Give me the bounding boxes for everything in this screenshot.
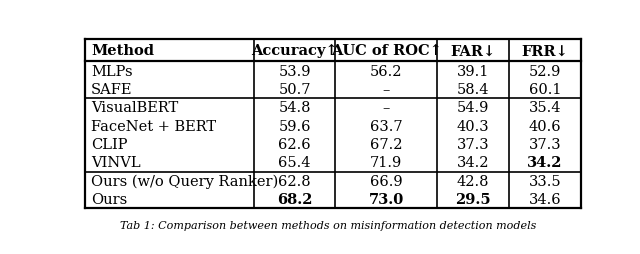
Text: MLPs: MLPs — [91, 64, 132, 78]
Text: 73.0: 73.0 — [369, 192, 404, 206]
Text: 37.3: 37.3 — [457, 137, 490, 151]
Text: 56.2: 56.2 — [370, 64, 403, 78]
Text: 63.7: 63.7 — [370, 119, 403, 133]
Text: 34.6: 34.6 — [529, 192, 561, 206]
Text: 66.9: 66.9 — [370, 174, 403, 188]
Text: Tab 1: Comparison between methods on misinformation detection models: Tab 1: Comparison between methods on mis… — [120, 220, 536, 230]
Text: 39.1: 39.1 — [457, 64, 489, 78]
Text: 29.5: 29.5 — [455, 192, 491, 206]
Text: 40.6: 40.6 — [529, 119, 561, 133]
Text: 33.5: 33.5 — [529, 174, 561, 188]
Text: 58.4: 58.4 — [457, 83, 490, 97]
Text: 34.2: 34.2 — [527, 156, 563, 170]
Text: 53.9: 53.9 — [278, 64, 311, 78]
Text: 52.9: 52.9 — [529, 64, 561, 78]
Text: 71.9: 71.9 — [370, 156, 403, 170]
Text: FaceNet + BERT: FaceNet + BERT — [91, 119, 216, 133]
Text: 65.4: 65.4 — [278, 156, 311, 170]
Text: 40.3: 40.3 — [457, 119, 490, 133]
Text: VINVL: VINVL — [91, 156, 141, 170]
Text: 34.2: 34.2 — [457, 156, 490, 170]
Text: 60.1: 60.1 — [529, 83, 561, 97]
Text: Ours: Ours — [91, 192, 127, 206]
Text: Accuracy↑: Accuracy↑ — [252, 44, 338, 58]
Text: 37.3: 37.3 — [529, 137, 561, 151]
Text: 50.7: 50.7 — [278, 83, 311, 97]
Text: 54.8: 54.8 — [278, 101, 311, 115]
Text: CLIP: CLIP — [91, 137, 127, 151]
Text: FAR↓: FAR↓ — [451, 44, 496, 58]
Text: AUC of ROC↑: AUC of ROC↑ — [331, 44, 442, 58]
Text: 68.2: 68.2 — [276, 192, 312, 206]
Text: FRR↓: FRR↓ — [522, 44, 568, 58]
Text: 62.8: 62.8 — [278, 174, 311, 188]
Text: 35.4: 35.4 — [529, 101, 561, 115]
Text: 62.6: 62.6 — [278, 137, 311, 151]
Text: Method: Method — [91, 44, 154, 58]
Text: 59.6: 59.6 — [278, 119, 311, 133]
Text: 42.8: 42.8 — [457, 174, 490, 188]
Text: SAFE: SAFE — [91, 83, 132, 97]
Text: Ours (w/o Query Ranker): Ours (w/o Query Ranker) — [91, 174, 278, 188]
Text: 67.2: 67.2 — [370, 137, 403, 151]
Text: –: – — [383, 101, 390, 115]
Text: 54.9: 54.9 — [457, 101, 489, 115]
Text: VisualBERT: VisualBERT — [91, 101, 178, 115]
Text: –: – — [383, 83, 390, 97]
